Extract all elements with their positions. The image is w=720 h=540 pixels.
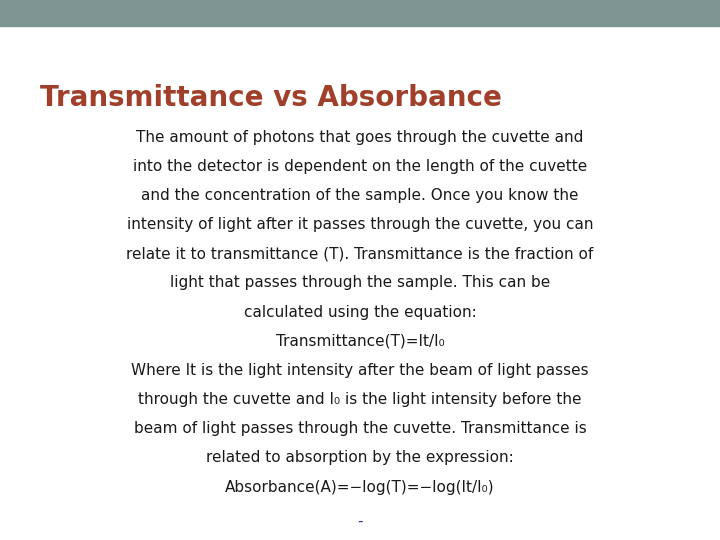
Text: Where It is the light intensity after the beam of light passes: Where It is the light intensity after th… — [131, 363, 589, 378]
Text: intensity of light after it passes through the cuvette, you can: intensity of light after it passes throu… — [127, 217, 593, 232]
Text: through the cuvette and I₀ is the light intensity before the: through the cuvette and I₀ is the light … — [138, 392, 582, 407]
Text: beam of light passes through the cuvette. Transmittance is: beam of light passes through the cuvette… — [134, 421, 586, 436]
Text: Absorbance(A)=−log(T)=−log(It/I₀): Absorbance(A)=−log(T)=−log(It/I₀) — [225, 480, 495, 495]
Text: related to absorption by the expression:: related to absorption by the expression: — [206, 450, 514, 465]
Text: calculated using the equation:: calculated using the equation: — [243, 305, 477, 320]
Text: light that passes through the sample. This can be: light that passes through the sample. Th… — [170, 275, 550, 291]
Text: Transmittance(T)=It/I₀: Transmittance(T)=It/I₀ — [276, 334, 444, 349]
Text: into the detector is dependent on the length of the cuvette: into the detector is dependent on the le… — [133, 159, 587, 174]
Text: and the concentration of the sample. Once you know the: and the concentration of the sample. Onc… — [141, 188, 579, 203]
Text: relate it to transmittance (T). Transmittance is the fraction of: relate it to transmittance (T). Transmit… — [127, 246, 593, 261]
Text: The amount of photons that goes through the cuvette and: The amount of photons that goes through … — [136, 130, 584, 145]
Text: Transmittance vs Absorbance: Transmittance vs Absorbance — [40, 84, 501, 112]
Text: -: - — [357, 514, 363, 529]
